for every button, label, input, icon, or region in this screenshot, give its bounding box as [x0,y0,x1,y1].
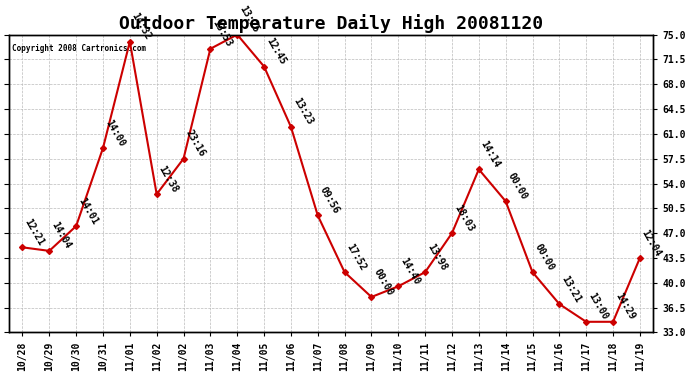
Text: 13:23: 13:23 [291,96,314,127]
Text: 00:00: 00:00 [506,171,529,201]
Text: 18:03: 18:03 [452,203,475,233]
Text: 13:53: 13:53 [210,18,234,49]
Text: 14:01: 14:01 [76,196,99,226]
Text: 12:45: 12:45 [264,36,288,66]
Text: Copyright 2008 Cartronics.com: Copyright 2008 Cartronics.com [12,44,146,52]
Title: Outdoor Temperature Daily High 20081120: Outdoor Temperature Daily High 20081120 [119,14,543,33]
Text: 17:52: 17:52 [344,242,368,272]
Text: 00:00: 00:00 [533,242,556,272]
Text: 13:98: 13:98 [425,242,449,272]
Text: 13:21: 13:21 [560,274,582,304]
Text: 12:04: 12:04 [640,228,663,258]
Text: 12:38: 12:38 [157,164,180,194]
Text: 14:32: 14:32 [130,11,153,42]
Text: 14:04: 14:04 [49,220,72,251]
Text: 00:00: 00:00 [371,267,395,297]
Text: 23:16: 23:16 [184,128,207,159]
Text: 14:29: 14:29 [613,291,636,322]
Text: 14:14: 14:14 [479,139,502,170]
Text: 13:00: 13:00 [586,291,609,322]
Text: 09:56: 09:56 [317,185,341,215]
Text: 14:40: 14:40 [398,256,422,286]
Text: 12:21: 12:21 [23,217,46,248]
Text: 13:25: 13:25 [237,4,261,34]
Text: 14:00: 14:00 [103,118,126,148]
